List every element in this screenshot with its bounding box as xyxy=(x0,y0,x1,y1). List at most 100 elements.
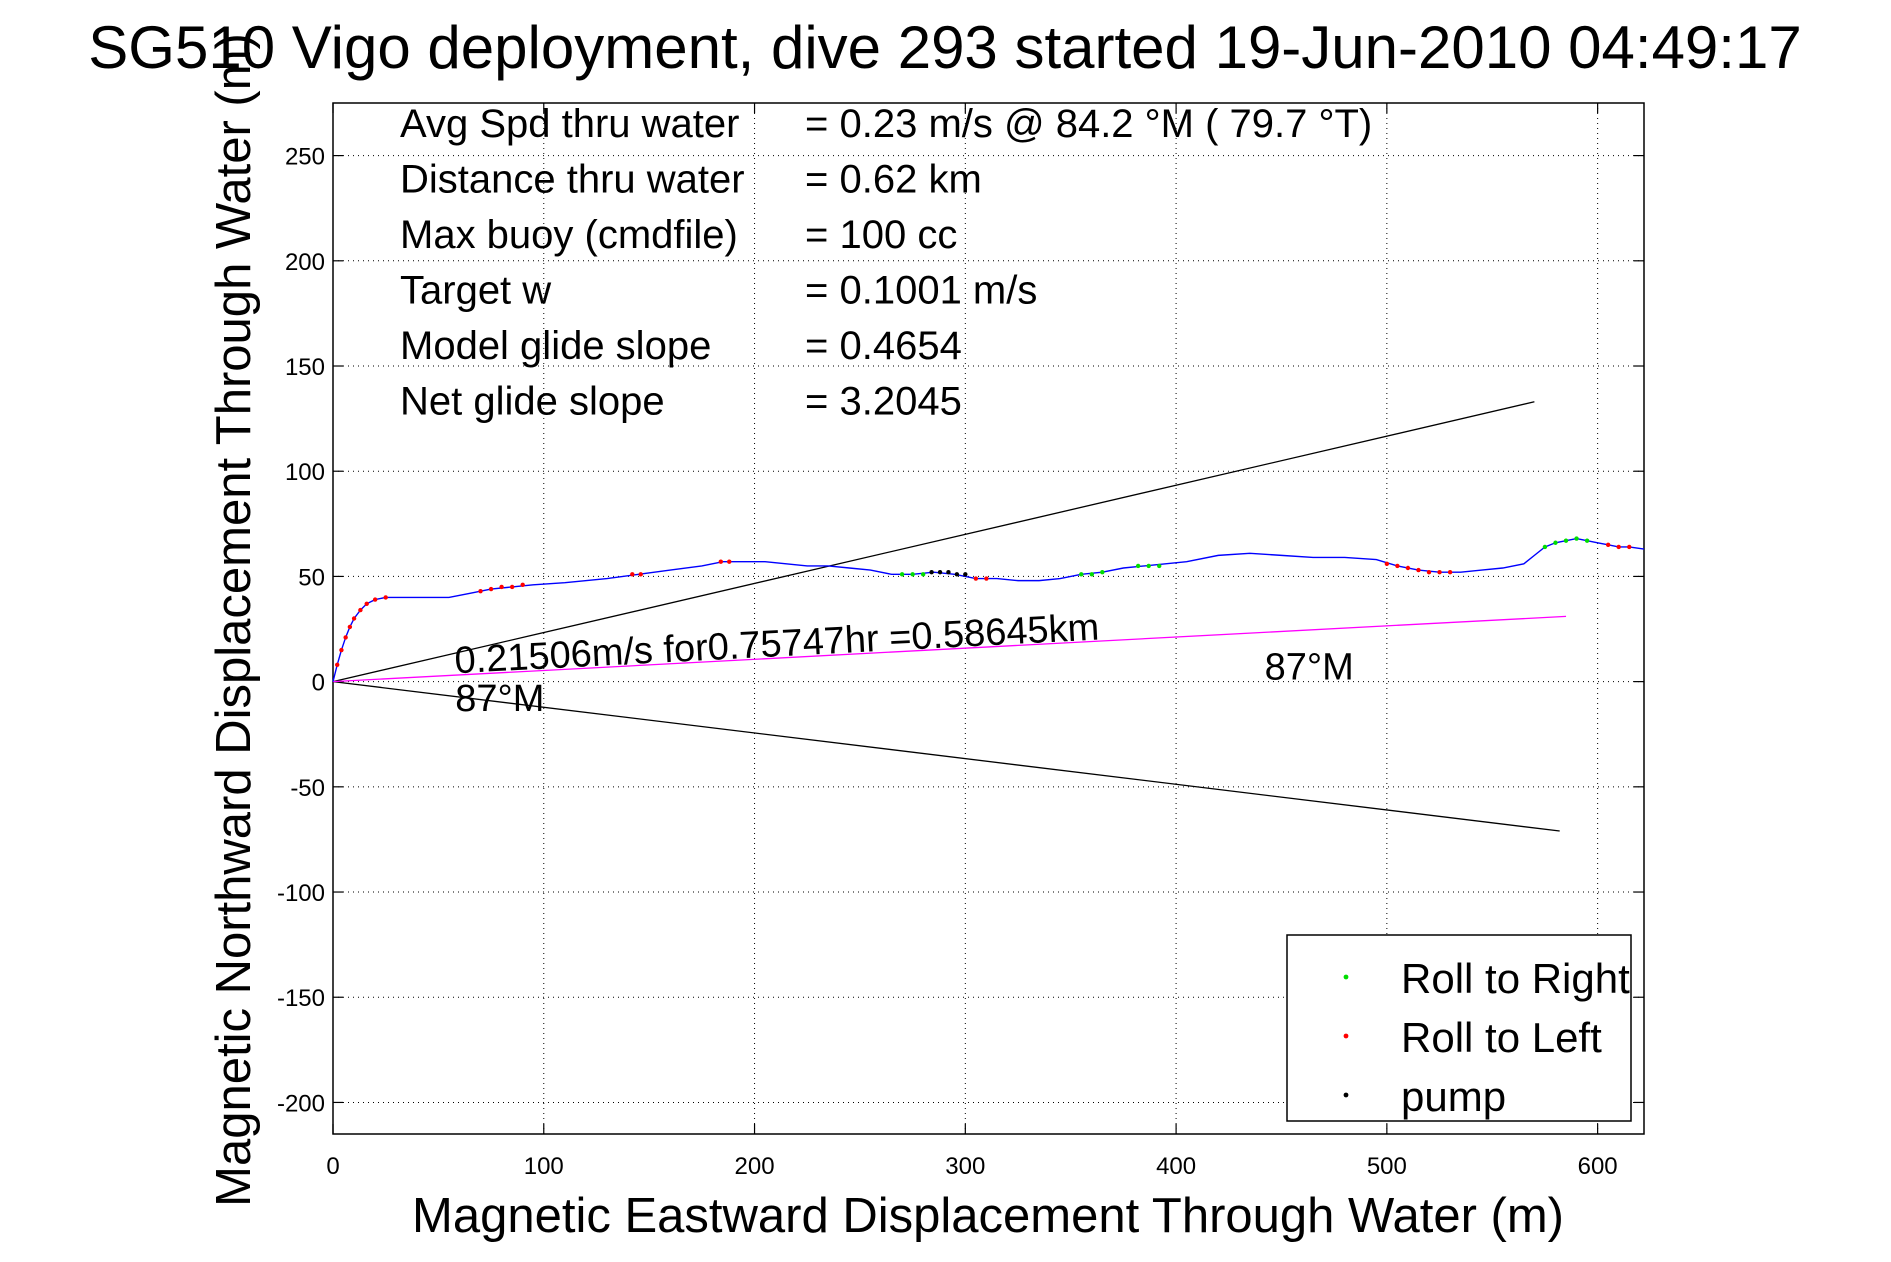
roll-to-right-point xyxy=(910,572,915,577)
legend-box xyxy=(1286,934,1632,1122)
y-tick-label: 100 xyxy=(285,459,325,486)
pump-point xyxy=(937,570,943,575)
legend-marker-roll-to-right xyxy=(1343,974,1349,980)
y-tick-label: 50 xyxy=(298,564,325,591)
grid-lines xyxy=(332,103,1644,1134)
pump-point xyxy=(963,572,968,577)
lower-bound-line xyxy=(332,680,1560,832)
pump-point xyxy=(946,570,951,575)
roll-to-right-point xyxy=(1584,538,1590,543)
x-axis-label: Magnetic Eastward Displacement Through W… xyxy=(412,1189,1564,1243)
roll-to-right-point xyxy=(1574,536,1579,541)
x-tick-label: 500 xyxy=(1367,1153,1407,1180)
y-tick-label: -150 xyxy=(277,985,325,1012)
x-tick-label: 100 xyxy=(524,1153,564,1180)
roll-to-right-point xyxy=(1135,563,1141,569)
chart-title: SG510 Vigo deployment, dive 293 started … xyxy=(88,14,1801,81)
legend-marker-pump xyxy=(1343,1092,1349,1098)
roll-to-left-point xyxy=(347,624,353,630)
pump-point xyxy=(929,570,934,575)
y-tick-label: 150 xyxy=(285,354,325,381)
x-tick-label: 300 xyxy=(945,1153,985,1180)
roll-to-right-point xyxy=(899,572,905,577)
roll-to-left-point xyxy=(1447,570,1453,575)
y-tick-label: 0 xyxy=(312,670,325,697)
roll-to-left-point xyxy=(372,597,378,602)
roll-to-right-point xyxy=(1157,563,1162,569)
roll-to-left-point xyxy=(1405,565,1411,571)
roll-to-left-point xyxy=(364,601,369,606)
glider-track-line xyxy=(332,537,1645,682)
roll-to-left-point xyxy=(1416,567,1421,573)
legend: Roll to Right Roll to Left pump xyxy=(1286,934,1632,1122)
roll-to-right-point xyxy=(1563,538,1569,543)
stat-value: = 0.4654 xyxy=(805,324,962,368)
x-tick-label: 0 xyxy=(326,1153,339,1180)
pump-point xyxy=(954,572,960,577)
stats-block: Avg Spd thru water = 0.23 m/s @ 84.2 °M (… xyxy=(400,102,1372,424)
legend-label-roll-to-left: Roll to Left xyxy=(1401,1014,1602,1061)
y-tick-label: 250 xyxy=(285,144,325,171)
stat-label: Target w xyxy=(400,269,551,313)
roll-markers xyxy=(335,536,1632,667)
roll-to-left-point xyxy=(1616,544,1621,550)
upper-bound-line xyxy=(332,401,1535,683)
roll-to-left-point xyxy=(339,647,344,653)
y-tick-label: -50 xyxy=(290,775,325,802)
roll-to-left-point xyxy=(630,572,635,577)
stat-value: = 0.23 m/s @ 84.2 °M ( 79.7 °T) xyxy=(805,102,1372,146)
roll-to-left-point xyxy=(358,607,363,613)
x-tick-label: 200 xyxy=(735,1153,775,1180)
stat-value: = 0.1001 m/s xyxy=(805,269,1037,313)
y-tick-label: 200 xyxy=(285,249,325,276)
roll-to-left-point xyxy=(499,584,504,590)
roll-to-right-point xyxy=(1089,572,1094,577)
stat-label: Net glide slope xyxy=(400,380,665,424)
roll-to-left-point xyxy=(335,662,340,667)
tick-labels: 0 100 200 300 400 500 600 -200 -150 -100 -50 0 50 100… xyxy=(277,144,1618,1180)
roll-to-left-point xyxy=(1437,570,1442,575)
roll-to-left-point xyxy=(351,616,357,621)
x-tick-label: 400 xyxy=(1156,1153,1196,1180)
chart-annotation: 87°M xyxy=(455,678,544,720)
y-tick-label: -200 xyxy=(277,1090,325,1117)
roll-to-left-point xyxy=(1426,570,1432,575)
x-tick-label: 600 xyxy=(1578,1153,1618,1180)
roll-to-left-point xyxy=(1605,542,1611,548)
roll-to-right-point xyxy=(1146,563,1151,569)
data-lines xyxy=(332,401,1645,832)
roll-to-right-point xyxy=(1542,544,1548,550)
roll-to-left-point xyxy=(488,586,494,592)
roll-to-left-point xyxy=(718,559,724,564)
stat-value: = 0.62 km xyxy=(805,158,982,202)
roll-to-left-point xyxy=(383,595,388,600)
legend-label-roll-to-right: Roll to Right xyxy=(1401,955,1630,1002)
roll-to-left-point xyxy=(638,572,643,577)
roll-to-left-point xyxy=(1384,561,1390,566)
legend-label-pump: pump xyxy=(1401,1073,1506,1120)
stat-label: Max buoy (cmdfile) xyxy=(400,213,738,257)
roll-to-left-point xyxy=(727,559,732,564)
roll-to-left-point xyxy=(1627,544,1632,550)
roll-to-left-point xyxy=(478,588,483,594)
stat-label: Avg Spd thru water xyxy=(400,102,739,146)
roll-to-right-point xyxy=(1100,570,1105,575)
roll-to-left-point xyxy=(520,582,525,588)
roll-to-left-point xyxy=(509,584,515,590)
stat-label: Model glide slope xyxy=(400,324,711,368)
legend-marker-roll-to-left xyxy=(1343,1033,1349,1039)
stat-value: = 100 cc xyxy=(805,213,957,257)
roll-to-right-point xyxy=(920,572,926,577)
stat-value: = 3.2045 xyxy=(805,380,962,424)
roll-to-right-point xyxy=(1553,540,1558,545)
y-axis-label: Magnetic Northward Displacement Through … xyxy=(207,33,261,1207)
y-tick-label: -100 xyxy=(277,880,325,907)
roll-to-left-point xyxy=(973,576,979,581)
net-track-line xyxy=(332,615,1567,683)
roll-to-left-point xyxy=(1395,563,1400,569)
chart-annotation: 87°M xyxy=(1265,647,1354,689)
roll-to-left-point xyxy=(984,576,989,581)
stat-label: Distance thru water xyxy=(400,158,745,202)
roll-to-right-point xyxy=(1079,572,1084,577)
